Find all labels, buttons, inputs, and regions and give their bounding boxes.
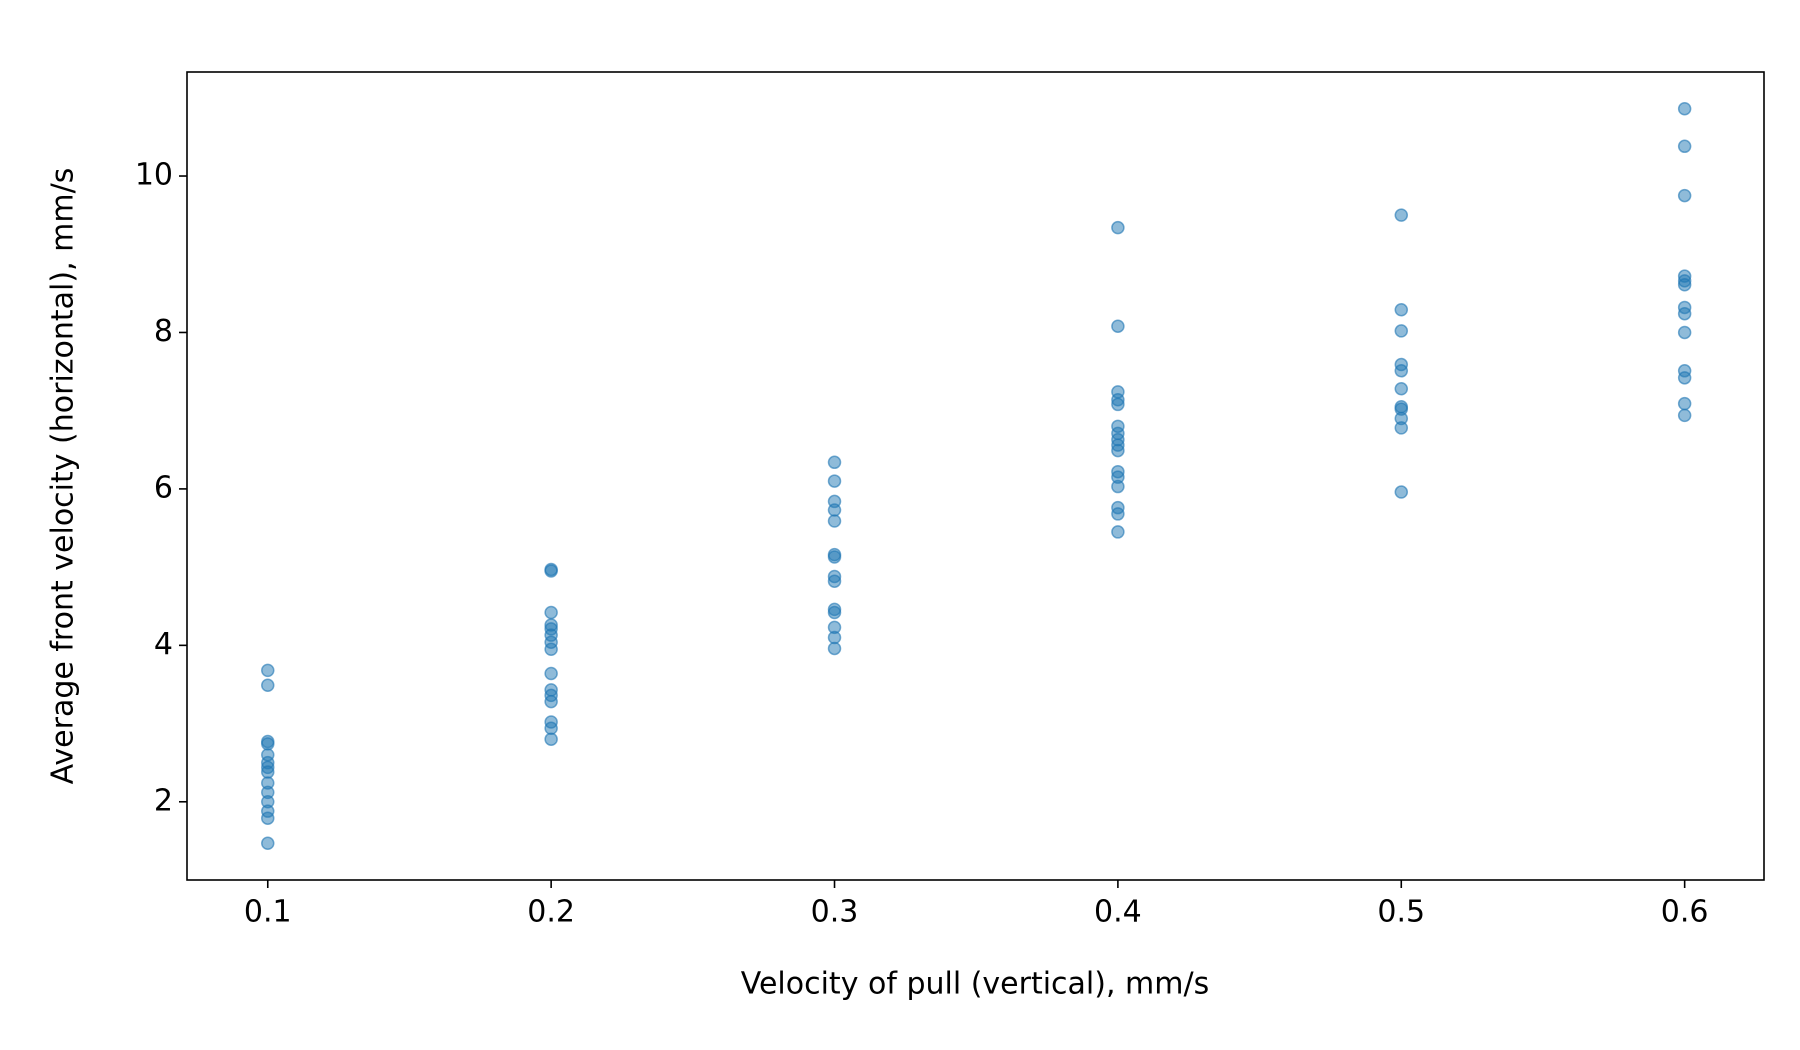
point xyxy=(1677,139,1692,154)
point xyxy=(544,642,558,657)
point xyxy=(827,574,842,588)
point xyxy=(544,564,558,578)
point xyxy=(1677,188,1692,203)
point xyxy=(827,514,842,528)
point xyxy=(544,721,558,736)
point xyxy=(544,605,558,620)
point xyxy=(1111,397,1125,412)
point xyxy=(827,641,842,656)
point xyxy=(1111,479,1125,494)
y-tick-label: 10 xyxy=(135,158,173,193)
point xyxy=(1394,382,1409,396)
point xyxy=(544,732,558,746)
point xyxy=(261,811,275,825)
point xyxy=(827,630,842,645)
point xyxy=(261,737,275,751)
point xyxy=(1394,208,1409,222)
x-tick-label: 0.5 xyxy=(1377,895,1425,930)
point xyxy=(1394,421,1409,435)
point xyxy=(1677,102,1692,116)
point xyxy=(1111,525,1125,539)
x-tick-label: 0.3 xyxy=(811,895,859,930)
point xyxy=(261,678,275,692)
x-axis-label: Velocity of pull (vertical), mm/s xyxy=(741,967,1209,1002)
point xyxy=(1111,220,1125,235)
point xyxy=(827,550,842,564)
point xyxy=(544,666,558,681)
x-tick-label: 0.2 xyxy=(527,895,575,930)
x-tick-label: 0.4 xyxy=(1094,895,1142,930)
point xyxy=(1111,443,1125,458)
point xyxy=(827,455,842,470)
y-tick-label: 4 xyxy=(154,627,173,662)
point xyxy=(261,836,275,850)
point xyxy=(1111,507,1125,521)
point xyxy=(1394,485,1409,499)
point xyxy=(1394,364,1409,378)
point xyxy=(1111,319,1125,333)
point xyxy=(1677,306,1692,321)
point xyxy=(827,605,842,620)
point xyxy=(261,765,275,779)
plot-frame xyxy=(186,71,1765,881)
point xyxy=(1677,371,1692,385)
x-tick-label: 0.1 xyxy=(244,895,292,930)
y-axis-label: Average front velocity (horizontal), mm/… xyxy=(46,168,81,785)
y-tick-label: 2 xyxy=(154,783,173,818)
point xyxy=(1394,324,1409,338)
y-tick-label: 6 xyxy=(154,470,173,505)
y-tick-label: 8 xyxy=(154,314,173,349)
point xyxy=(544,694,558,709)
point xyxy=(1677,408,1692,423)
x-tick-label: 0.6 xyxy=(1661,895,1709,930)
point xyxy=(1394,303,1409,317)
point xyxy=(1677,396,1692,411)
point xyxy=(827,474,842,488)
point xyxy=(1677,278,1692,292)
point xyxy=(827,503,842,517)
point xyxy=(1677,325,1692,340)
point xyxy=(261,663,275,678)
